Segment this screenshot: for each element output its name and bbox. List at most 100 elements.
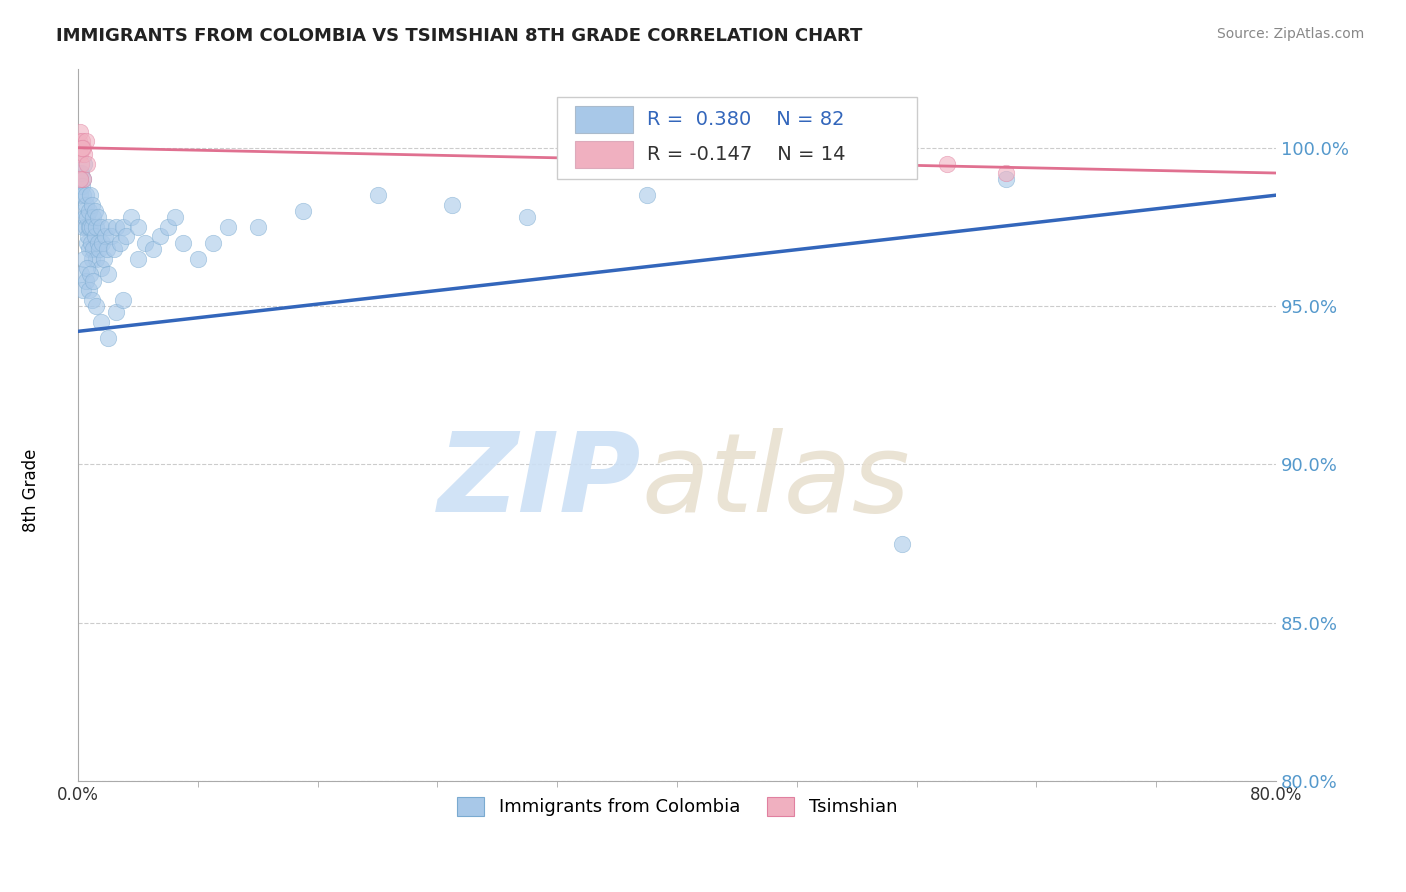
FancyBboxPatch shape: [575, 105, 633, 133]
Point: [77, 204, 100, 219]
Point: [79, 188, 101, 202]
Point: [201, 235, 224, 250]
Point: [67, 134, 90, 148]
Point: [120, 211, 142, 225]
Point: [72, 172, 94, 186]
Point: [75, 219, 97, 234]
Point: [75, 134, 97, 148]
Point: [86, 235, 108, 250]
Point: [80, 219, 103, 234]
Point: [69, 125, 91, 139]
Point: [84, 252, 107, 266]
Point: [80, 197, 103, 211]
Point: [76, 211, 98, 225]
Point: [142, 242, 165, 256]
Point: [82, 211, 104, 225]
Point: [77, 219, 100, 234]
Point: [72, 172, 94, 186]
Point: [246, 219, 269, 234]
Point: [935, 156, 957, 170]
Point: [80, 293, 103, 307]
Point: [82, 274, 104, 288]
Text: atlas: atlas: [641, 428, 910, 535]
Point: [73, 252, 96, 266]
Text: Source: ZipAtlas.com: Source: ZipAtlas.com: [1216, 27, 1364, 41]
Point: [104, 305, 127, 319]
Point: [72, 283, 94, 297]
Text: 8th Grade: 8th Grade: [22, 449, 39, 533]
Point: [134, 235, 156, 250]
Point: [75, 197, 97, 211]
Point: [72, 188, 94, 202]
Point: [367, 188, 389, 202]
Point: [69, 147, 91, 161]
FancyBboxPatch shape: [557, 97, 917, 179]
Point: [76, 229, 98, 244]
Point: [172, 235, 194, 250]
Point: [291, 204, 314, 219]
Point: [72, 141, 94, 155]
Point: [76, 156, 98, 170]
Point: [441, 197, 464, 211]
Point: [70, 141, 93, 155]
Point: [97, 331, 120, 345]
Point: [82, 242, 104, 256]
Point: [75, 188, 97, 202]
Point: [73, 204, 96, 219]
Point: [80, 235, 103, 250]
Point: [103, 242, 125, 256]
Point: [94, 229, 117, 244]
Point: [83, 204, 105, 219]
Point: [165, 211, 187, 225]
Point: [76, 260, 98, 275]
Text: R = -0.147    N = 14: R = -0.147 N = 14: [647, 145, 845, 164]
Point: [112, 293, 135, 307]
Point: [82, 252, 104, 266]
Point: [69, 172, 91, 186]
Point: [995, 166, 1018, 180]
Point: [70, 156, 93, 170]
FancyBboxPatch shape: [575, 141, 633, 169]
Point: [73, 147, 96, 161]
Point: [70, 268, 93, 282]
Point: [79, 219, 101, 234]
Point: [83, 229, 105, 244]
Point: [108, 235, 131, 250]
Point: [84, 219, 107, 234]
Point: [187, 252, 209, 266]
Point: [112, 219, 135, 234]
Point: [96, 242, 118, 256]
Point: [91, 235, 114, 250]
Point: [149, 229, 172, 244]
Point: [69, 172, 91, 186]
Point: [70, 134, 93, 148]
Point: [70, 178, 93, 193]
Point: [90, 315, 112, 329]
Point: [636, 188, 658, 202]
Point: [73, 211, 96, 225]
Point: [890, 536, 912, 550]
Point: [104, 219, 127, 234]
Point: [90, 260, 112, 275]
Point: [516, 211, 538, 225]
Point: [73, 156, 96, 170]
Point: [77, 283, 100, 297]
Point: [995, 172, 1018, 186]
Point: [79, 242, 101, 256]
Point: [72, 219, 94, 234]
Text: IMMIGRANTS FROM COLOMBIA VS TSIMSHIAN 8TH GRADE CORRELATION CHART: IMMIGRANTS FROM COLOMBIA VS TSIMSHIAN 8T…: [56, 27, 863, 45]
Point: [115, 229, 138, 244]
Point: [156, 219, 179, 234]
Point: [90, 219, 112, 234]
Point: [97, 268, 120, 282]
Point: [79, 268, 101, 282]
Point: [97, 219, 120, 234]
Point: [70, 166, 93, 180]
Point: [127, 252, 149, 266]
Point: [76, 235, 98, 250]
Point: [84, 299, 107, 313]
Point: [93, 252, 115, 266]
Point: [217, 219, 239, 234]
Text: ZIP: ZIP: [437, 428, 641, 535]
Point: [100, 229, 122, 244]
